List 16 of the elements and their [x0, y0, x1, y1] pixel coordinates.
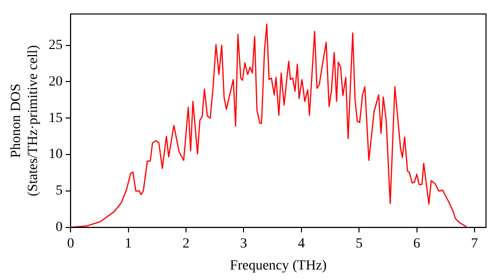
y-tick-label: 15	[48, 110, 63, 126]
y-tick-label: 0	[56, 220, 63, 236]
x-tick-label: 0	[67, 236, 74, 252]
y-tick-label: 5	[56, 184, 63, 199]
y-tick-label: 25	[48, 38, 63, 53]
x-axis-title: Frequency (THz)	[230, 258, 328, 274]
y-axis-title: Phonon DOS (States/THz·primitive cell)	[9, 44, 41, 196]
x-tick-label: 3	[240, 236, 248, 252]
x-tick-label: 5	[356, 236, 363, 252]
y-tick-label: 10	[48, 147, 63, 162]
x-tick-label: 2	[182, 236, 190, 252]
x-tick-label: 7	[470, 236, 478, 252]
x-tick-label: 6	[413, 236, 420, 252]
x-tick-label: 1	[124, 236, 132, 252]
y-tick-label: 20	[48, 74, 63, 90]
x-tick-label: 4	[298, 236, 305, 252]
